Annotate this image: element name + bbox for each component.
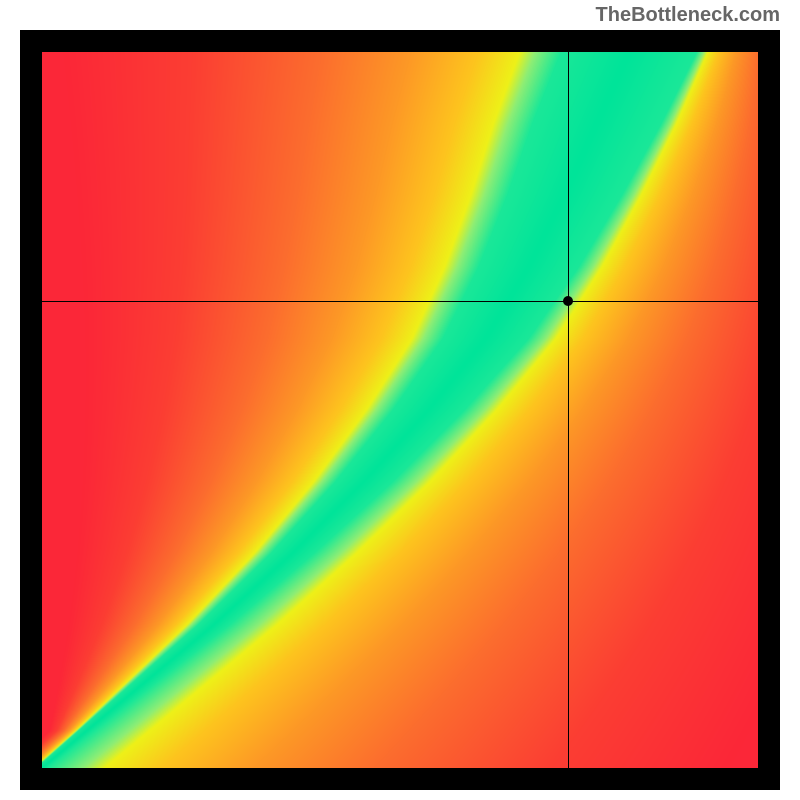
crosshair-vertical [568, 52, 569, 768]
marker-dot [563, 296, 573, 306]
crosshair-horizontal [42, 301, 758, 302]
heatmap-canvas [42, 52, 758, 768]
chart-frame [20, 30, 780, 790]
chart-container: TheBottleneck.com [0, 0, 800, 800]
watermark-text: TheBottleneck.com [596, 4, 780, 27]
